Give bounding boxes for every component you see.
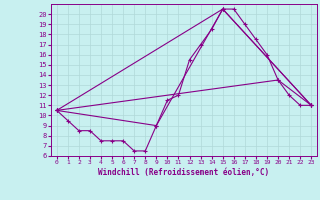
X-axis label: Windchill (Refroidissement éolien,°C): Windchill (Refroidissement éolien,°C): [99, 168, 269, 177]
